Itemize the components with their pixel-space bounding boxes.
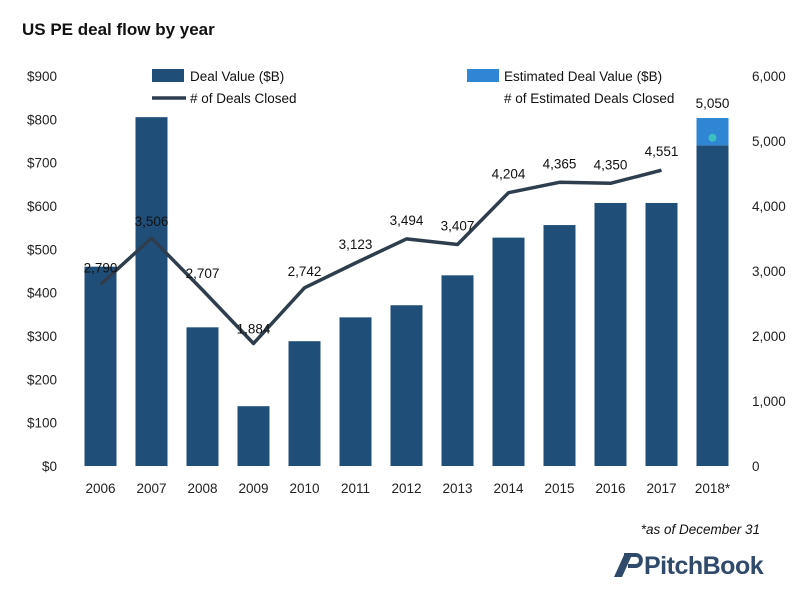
y-left-tick-label: $0	[42, 459, 57, 474]
y-left-tick-label: $200	[27, 372, 57, 387]
y-right-tick-label: 1,000	[752, 394, 786, 409]
x-tick-label: 2015	[544, 481, 574, 496]
legend-swatch-deal-value	[152, 69, 184, 82]
deal-value-bar	[84, 266, 117, 466]
y-right-tick-label: 0	[752, 459, 760, 474]
y-axis-left: $0 $100 $200 $300 $400 $500 $600 $700 $800 $900	[27, 69, 57, 474]
x-tick-label: 2012	[391, 481, 421, 496]
deal-value-bar	[135, 117, 168, 467]
footnote: *as of December 31	[640, 522, 760, 537]
legend: Deal Value ($B) Estimated Deal Value ($B…	[152, 69, 674, 106]
estimated-deals-marker	[708, 133, 717, 142]
deal-value-bar	[441, 275, 474, 466]
x-tick-label: 2016	[595, 481, 625, 496]
data-label: 5,050	[696, 96, 730, 111]
y-left-tick-label: $400	[27, 286, 57, 301]
y-right-tick-label: 6,000	[752, 69, 786, 84]
data-label: 2,742	[288, 264, 322, 279]
legend-label-deals-closed: # of Deals Closed	[190, 91, 297, 106]
data-label: 3,123	[339, 237, 373, 252]
chart-title: US PE deal flow by year	[22, 20, 215, 39]
data-label: 3,494	[390, 213, 424, 228]
legend-label-estimated-deal-value: Estimated Deal Value ($B)	[504, 69, 662, 84]
data-labels: 2,790 3,506 2,707 1,884 2,742 3,123 3,494 3,407…	[84, 96, 730, 337]
x-tick-label: 2007	[136, 481, 166, 496]
y-left-tick-label: $700	[27, 156, 57, 171]
deal-value-bar	[390, 305, 423, 466]
deal-value-bar	[696, 145, 729, 467]
data-label: 2,790	[84, 261, 118, 276]
x-tick-label: 2017	[646, 481, 676, 496]
legend-swatch-estimated-deal-value	[467, 69, 499, 82]
pitchbook-logo-text: PitchBook	[644, 551, 764, 580]
legend-label-estimated-deals-closed: # of Estimated Deals Closed	[504, 91, 674, 106]
y-left-tick-label: $500	[27, 242, 57, 257]
data-label: 4,365	[543, 156, 577, 171]
deal-value-bar	[237, 406, 270, 466]
x-tick-label: 2009	[238, 481, 268, 496]
y-left-tick-label: $800	[27, 112, 57, 127]
data-label: 3,407	[441, 219, 475, 234]
pitchbook-logo: PitchBook	[610, 551, 764, 580]
x-tick-label: 2008	[187, 481, 217, 496]
x-tick-label: 2011	[341, 481, 370, 496]
y-axis-right: 0 1,000 2,000 3,000 4,000 5,000 6,000	[752, 69, 786, 474]
deals-line-layer	[99, 133, 717, 346]
data-label: 2,707	[186, 266, 220, 281]
deal-value-bar	[288, 341, 321, 466]
y-right-tick-label: 5,000	[752, 134, 786, 149]
deal-value-bar	[492, 237, 525, 466]
deal-value-bar	[543, 225, 576, 466]
data-label: 4,350	[594, 157, 628, 172]
y-left-tick-label: $300	[27, 329, 57, 344]
data-label: 1,884	[237, 322, 271, 337]
data-label: 4,204	[492, 167, 526, 182]
deal-value-bar	[186, 327, 219, 466]
y-left-tick-label: $900	[27, 69, 57, 84]
legend-label-deal-value: Deal Value ($B)	[190, 69, 284, 84]
y-right-tick-label: 4,000	[752, 199, 786, 214]
deal-value-bar	[645, 202, 678, 466]
y-left-tick-label: $100	[27, 416, 57, 431]
x-tick-label: 2018*	[695, 481, 731, 496]
bars	[84, 117, 729, 467]
data-label: 4,551	[645, 144, 679, 159]
deal-value-bar	[339, 317, 372, 466]
pitchbook-logo-icon	[614, 553, 643, 577]
y-left-tick-label: $600	[27, 199, 57, 214]
y-right-tick-label: 3,000	[752, 264, 786, 279]
y-right-tick-label: 2,000	[752, 329, 786, 344]
deal-value-bar	[594, 202, 627, 466]
x-tick-label: 2013	[442, 481, 472, 496]
deals-closed-line	[99, 168, 662, 346]
x-tick-label: 2014	[493, 481, 524, 496]
x-axis: 2006 2007 2008 2009 2010 2011 2012 2013 2014 2015…	[85, 481, 730, 496]
x-tick-label: 2010	[289, 481, 319, 496]
x-tick-label: 2006	[85, 481, 115, 496]
data-label: 3,506	[135, 214, 169, 229]
